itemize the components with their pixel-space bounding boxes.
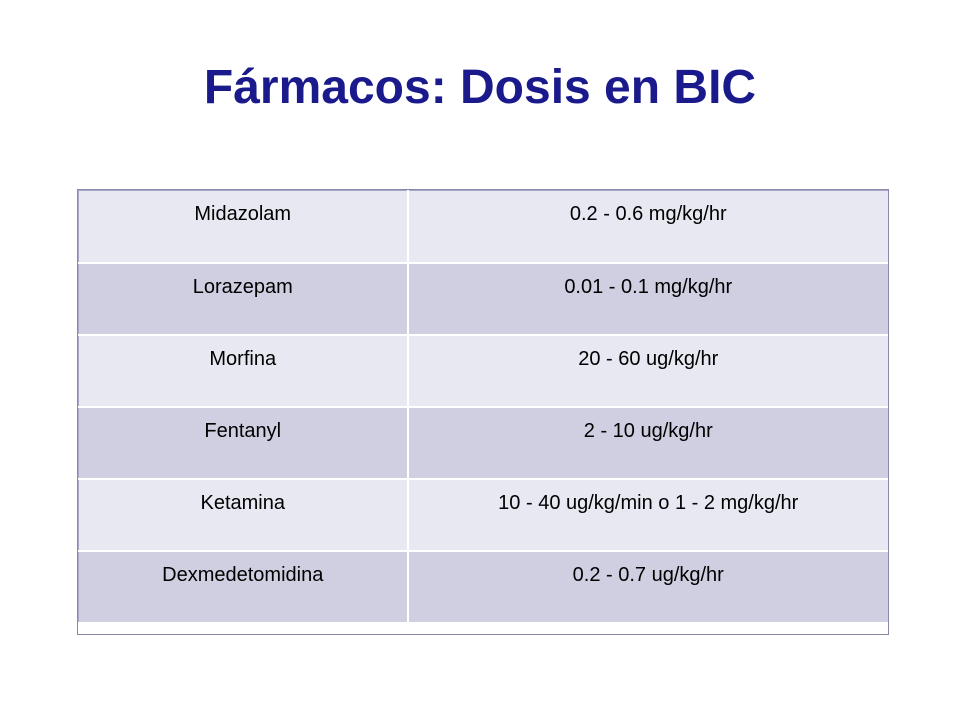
dose-cell: 0.2 - 0.6 mg/kg/hr: [407, 190, 889, 264]
dose-cell: 0.01 - 0.1 mg/kg/hr: [407, 262, 889, 336]
drug-name-cell: Lorazepam: [78, 262, 409, 336]
dose-cell: 0.2 - 0.7 ug/kg/hr: [407, 550, 889, 624]
table-row: Dexmedetomidina 0.2 - 0.7 ug/kg/hr: [78, 550, 889, 624]
drug-dose-table: Midazolam 0.2 - 0.6 mg/kg/hr Lorazepam 0…: [78, 190, 889, 624]
dose-cell: 10 - 40 ug/kg/min o 1 - 2 mg/kg/hr: [407, 478, 889, 552]
table-row: Morfina 20 - 60 ug/kg/hr: [78, 334, 889, 408]
table-row: Ketamina 10 - 40 ug/kg/min o 1 - 2 mg/kg…: [78, 478, 889, 552]
drug-name-cell: Fentanyl: [78, 406, 409, 480]
table-row: Fentanyl 2 - 10 ug/kg/hr: [78, 406, 889, 480]
table-row: Midazolam 0.2 - 0.6 mg/kg/hr: [78, 190, 889, 264]
slide-title: Fármacos: Dosis en BIC: [203, 61, 757, 114]
drug-name-cell: Ketamina: [78, 478, 409, 552]
dose-cell: 2 - 10 ug/kg/hr: [407, 406, 889, 480]
drug-name-cell: Dexmedetomidina: [78, 550, 409, 624]
drug-name-cell: Midazolam: [78, 190, 409, 264]
drug-name-cell: Morfina: [78, 334, 409, 408]
table-row: Lorazepam 0.01 - 0.1 mg/kg/hr: [78, 262, 889, 336]
dose-cell: 20 - 60 ug/kg/hr: [407, 334, 889, 408]
